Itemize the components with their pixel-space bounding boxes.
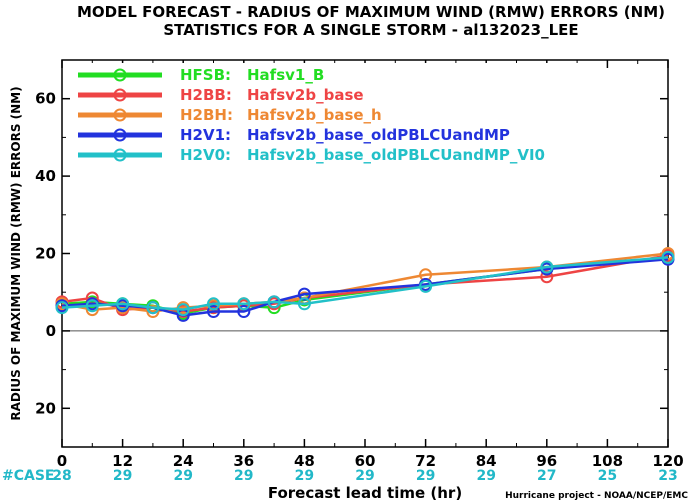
x-tick-label: 12 xyxy=(112,452,133,470)
x-tick-label: 120 xyxy=(652,452,683,470)
case-count-value: 29 xyxy=(295,468,314,484)
x-tick-label: 108 xyxy=(592,452,623,470)
data-point xyxy=(237,297,251,311)
legend-marker xyxy=(113,88,127,102)
chart-title: MODEL FORECAST - RADIUS OF MAXIMUM WIND … xyxy=(77,3,665,21)
data-point xyxy=(55,301,69,315)
y-tick-label: 20 xyxy=(35,399,56,417)
case-count-value: 29 xyxy=(173,468,192,484)
x-tick-label: 48 xyxy=(294,452,315,470)
case-count-value: 29 xyxy=(476,468,495,484)
x-tick-label: 84 xyxy=(476,452,497,470)
x-tick-label: 72 xyxy=(415,452,436,470)
legend-marker xyxy=(113,68,127,82)
legend-series-name: H2BB: xyxy=(180,86,232,104)
legend: HFSB: Hafsv1_B H2BB: Hafsv2b_base H2BH: Hafsv… xyxy=(72,63,592,164)
y-tick-label: 60 xyxy=(35,90,56,108)
legend-marker xyxy=(113,128,127,142)
data-point xyxy=(207,305,220,319)
case-counts: 28 29 29 29 29 29 29 29 27 25 23 xyxy=(52,468,677,484)
case-count-value: 27 xyxy=(537,468,556,484)
y-tick-label: 0 xyxy=(46,322,56,340)
x-tick-label: 36 xyxy=(233,452,254,470)
case-count-value: 25 xyxy=(598,468,617,484)
series-layer xyxy=(55,247,675,322)
legend-series-name: HFSB: xyxy=(180,66,231,84)
series-4 xyxy=(55,250,675,317)
credit-text: Hurricane project - NOAA/NCEP/EMC xyxy=(505,491,688,501)
legend-marker xyxy=(113,108,127,122)
data-point xyxy=(297,297,311,311)
x-tick-label: 60 xyxy=(355,452,376,470)
case-count-label: #CASE xyxy=(2,468,55,484)
legend-series-desc: Hafsv2b_base_oldPBLCUandMP xyxy=(247,126,510,144)
case-count-value: 28 xyxy=(52,468,71,484)
data-point xyxy=(146,301,160,315)
data-point xyxy=(237,305,251,319)
legend-series-desc: Hafsv2b_base_oldPBLCUandMP_VI0 xyxy=(247,146,545,164)
x-tick-label: 96 xyxy=(536,452,557,470)
data-point xyxy=(176,303,190,317)
data-point xyxy=(207,297,220,311)
data-point xyxy=(661,250,675,264)
case-count-value: 29 xyxy=(113,468,132,484)
case-count-value: 23 xyxy=(658,468,677,484)
data-point xyxy=(419,279,433,293)
x-tick-label: 0 xyxy=(57,452,67,470)
legend-series-desc: Hafsv2b_base_h xyxy=(247,106,382,124)
y-tick-label: 40 xyxy=(35,167,56,185)
x-axis-label: Forecast lead time (hr) xyxy=(268,484,462,502)
legend-series-name: H2V0: xyxy=(180,146,231,164)
chart-subtitle: STATISTICS FOR A SINGLE STORM - al132023… xyxy=(163,21,578,39)
legend-series-desc: Hafsv1_B xyxy=(247,66,324,84)
case-count-value: 29 xyxy=(234,468,253,484)
data-point xyxy=(297,287,311,301)
data-point xyxy=(85,299,99,313)
legend-series-name: H2BH: xyxy=(180,106,233,124)
x-axis-ticks: 0 12 24 36 48 60 72 84 96 108 120 xyxy=(57,60,684,470)
case-count-value: 29 xyxy=(416,468,435,484)
data-point xyxy=(540,260,554,274)
data-point xyxy=(146,305,160,319)
legend-series-name: H2V1: xyxy=(180,126,231,144)
legend-marker xyxy=(113,148,127,162)
legend-series-desc: Hafsv2b_base xyxy=(247,86,364,104)
case-count-value: 29 xyxy=(355,468,374,484)
y-tick-label: 20 xyxy=(35,245,56,263)
data-point xyxy=(267,295,281,309)
data-point xyxy=(116,297,130,311)
data-point xyxy=(661,247,675,260)
data-point xyxy=(540,270,554,284)
y-axis-label: RADIUS OF MAXIMUM WIND (RMW) ERRORS (NM) xyxy=(9,86,23,420)
x-tick-label: 24 xyxy=(173,452,194,470)
